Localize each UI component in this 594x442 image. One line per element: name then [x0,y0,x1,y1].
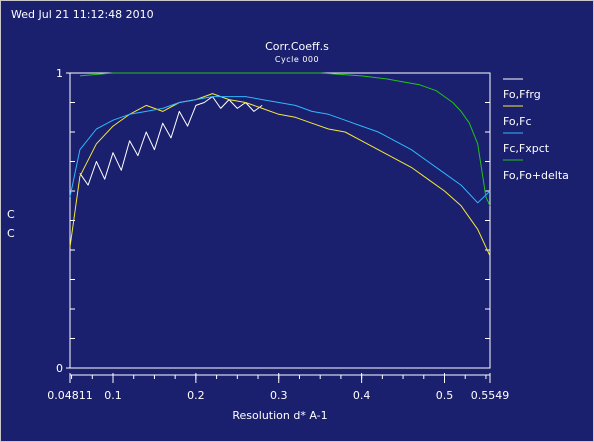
x-axis-label: Resolution d* A-1 [232,409,328,422]
x-tick-label: 0.04811 [47,389,93,402]
x-tick-label: 0.4 [353,389,371,402]
legend-label: Fo,Ffrg [503,88,541,101]
legend-label: Fo,Fc [503,115,532,128]
plot-border [69,72,491,369]
legend-label: Fo,Fo+delta [503,169,569,182]
y-tick-label: 0 [56,362,63,375]
x-tick-label: 0.2 [187,389,205,402]
x-tick-label: 0.1 [104,389,122,402]
timestamp: Wed Jul 21 11:12:48 2010 [11,8,154,21]
legend: Fo,Ffrg Fo,Fc Fc,Fxpct Fo,Fo+delta [503,78,569,182]
legend-label: Fc,Fxpct [503,142,550,155]
axes: 0.04811 0.1 0.2 0.3 0.4 0.5 0.5549 1 0 [47,67,509,402]
chart-title: Corr.Coeff.s [265,40,329,53]
series-layer [69,72,491,257]
series-line-1 [79,96,263,186]
y-axis-label-line-2: C [7,227,15,240]
x-tick-label: 0.5 [436,389,454,402]
series-line-2 [69,93,491,257]
y-tick-label: 1 [56,67,63,80]
x-tick-label: 0.3 [270,389,288,402]
chart-subtitle: Cycle 000 [274,55,320,64]
y-axis-label-line-1: C [7,208,15,221]
series-line-3 [69,96,491,204]
series-line-4 [79,72,491,207]
x-tick-label: 0.5549 [471,389,510,402]
